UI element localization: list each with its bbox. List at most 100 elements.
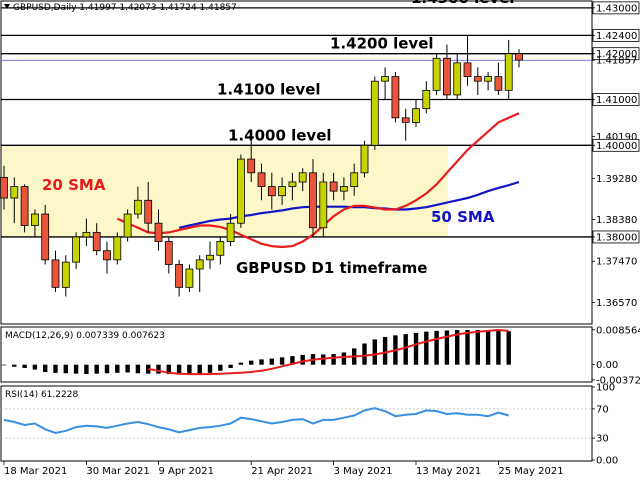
price-tick-label: 1.42400 bbox=[596, 31, 637, 42]
macd-bar bbox=[290, 356, 295, 365]
macd-bar bbox=[104, 364, 110, 374]
candle bbox=[350, 163, 359, 196]
candle-body bbox=[319, 181, 328, 229]
macd-bar bbox=[279, 357, 285, 365]
macd-tick-label: 0.008564 bbox=[596, 325, 640, 336]
candle-body bbox=[401, 117, 410, 123]
candle-body bbox=[247, 158, 256, 174]
rsi-tick-label: 0.00 bbox=[596, 456, 618, 467]
macd-bar bbox=[207, 364, 213, 373]
candle bbox=[267, 172, 276, 210]
macd-pane: MACD(12,26,9) 0.007339 0.007623 bbox=[0, 326, 593, 383]
candle-body bbox=[144, 199, 153, 224]
macd-bar bbox=[156, 364, 161, 374]
candle bbox=[370, 76, 379, 150]
rsi-line bbox=[3, 407, 509, 435]
macd-bar bbox=[434, 330, 439, 365]
macd-bar bbox=[362, 343, 367, 365]
macd-bar bbox=[238, 362, 244, 365]
price-tick-label: 1.37470 bbox=[596, 257, 637, 268]
candle bbox=[103, 241, 111, 274]
candle bbox=[391, 72, 400, 123]
candle-body bbox=[175, 264, 184, 288]
macd-bar bbox=[465, 330, 470, 365]
candle-body bbox=[515, 53, 523, 61]
macd-bar bbox=[32, 364, 38, 370]
rsi-tick-label: 70 bbox=[596, 404, 609, 415]
candle-body bbox=[422, 89, 431, 110]
candle-body bbox=[51, 259, 60, 288]
candle bbox=[257, 163, 266, 201]
collapse-arrow-icon[interactable] bbox=[4, 4, 10, 9]
candle-body bbox=[267, 186, 276, 197]
level-label: 1.4300 level bbox=[411, 0, 515, 7]
macd-bar bbox=[485, 330, 491, 365]
candle bbox=[442, 44, 451, 100]
sma20-annotation: 20 SMA bbox=[42, 176, 106, 194]
candle-body bbox=[133, 199, 142, 215]
candle-body bbox=[381, 76, 390, 82]
candle-body bbox=[164, 241, 173, 265]
macd-bar bbox=[197, 364, 202, 375]
macd-bar bbox=[475, 330, 480, 365]
macd-bar bbox=[372, 339, 377, 365]
time-axis: 18 Mar 2021 30 Mar 2021 9 Apr 2021 21 Apr 2… bbox=[3, 461, 564, 477]
time-tick-label: 21 Apr 2021 bbox=[251, 466, 313, 477]
candle bbox=[30, 209, 39, 237]
rsi-axis: 100 70 30 0.00 bbox=[592, 383, 618, 467]
macd-bar bbox=[73, 364, 79, 374]
candle-body bbox=[257, 172, 266, 187]
candle bbox=[185, 264, 194, 292]
macd-bar bbox=[53, 364, 58, 373]
time-tick-label: 3 May 2021 bbox=[334, 466, 393, 477]
candle-body bbox=[329, 181, 338, 192]
candle-body bbox=[494, 76, 503, 91]
candle bbox=[401, 108, 410, 141]
candle-body bbox=[236, 158, 245, 224]
price-tick-label: 1.43000 bbox=[596, 3, 637, 14]
candle bbox=[247, 140, 256, 182]
candle-body bbox=[432, 57, 441, 91]
macd-bar bbox=[249, 360, 254, 365]
macd-header: MACD(12,26,9) 0.007339 0.007623 bbox=[5, 331, 165, 341]
candle bbox=[504, 39, 513, 100]
candle-body bbox=[309, 172, 317, 229]
macd-bar bbox=[115, 364, 120, 373]
candle bbox=[432, 53, 441, 95]
price-tick-label: 1.40000 bbox=[596, 141, 637, 152]
macd-bar bbox=[496, 330, 501, 365]
candle-body bbox=[195, 259, 204, 270]
candle bbox=[319, 172, 328, 237]
timeframe-annotation: GBPUSD D1 timeframe bbox=[236, 259, 427, 277]
macd-bar bbox=[341, 352, 347, 365]
macd-bar bbox=[444, 330, 450, 365]
macd-bar bbox=[135, 364, 141, 374]
price-tick-label: 1.41857 bbox=[596, 56, 637, 67]
time-tick-label: 13 May 2021 bbox=[416, 466, 481, 477]
candle-body bbox=[350, 172, 359, 187]
candle-body bbox=[113, 236, 122, 261]
macd-bar bbox=[382, 336, 388, 365]
candle bbox=[154, 209, 163, 251]
candle bbox=[216, 236, 225, 265]
candle bbox=[453, 53, 462, 100]
candle-body bbox=[391, 76, 400, 119]
candle bbox=[175, 259, 184, 297]
level-label: 1.4000 level bbox=[228, 126, 332, 144]
time-tick-label: 25 May 2021 bbox=[498, 466, 563, 477]
candle-body bbox=[370, 80, 379, 146]
sma50-annotation: 50 SMA bbox=[431, 208, 495, 226]
candle bbox=[339, 177, 348, 201]
candle bbox=[113, 232, 122, 265]
candle-body bbox=[154, 222, 163, 242]
macd-bar bbox=[269, 358, 274, 365]
macd-signal-line bbox=[148, 328, 509, 376]
candle bbox=[463, 35, 472, 86]
candle-body bbox=[484, 76, 493, 82]
candle-body bbox=[206, 254, 214, 261]
candle-body bbox=[339, 186, 348, 192]
candle bbox=[236, 154, 245, 228]
candle-body bbox=[453, 62, 462, 96]
candle bbox=[144, 181, 153, 233]
